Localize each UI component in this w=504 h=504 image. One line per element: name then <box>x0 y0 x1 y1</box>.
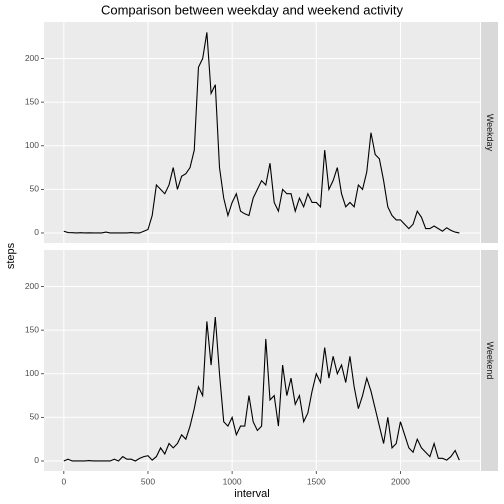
x-tick-label: 1500 <box>307 476 326 486</box>
facet-label: Weekend <box>485 342 495 380</box>
data-line <box>63 32 460 234</box>
y-tick-label: 100 <box>25 368 39 378</box>
y-tick-label: 200 <box>25 281 39 291</box>
panel-background <box>44 22 480 243</box>
y-tick-label: 150 <box>25 324 39 334</box>
x-tick-label: 2000 <box>391 476 410 486</box>
y-tick-label: 0 <box>34 227 39 237</box>
data-line <box>63 317 460 462</box>
y-tick-label: 100 <box>25 140 39 150</box>
x-tick-label: 0 <box>61 476 66 486</box>
y-tick-label: 0 <box>34 455 39 465</box>
y-tick-label: 50 <box>30 412 40 422</box>
y-tick-label: 50 <box>30 184 40 194</box>
facet-strip <box>481 250 498 471</box>
facet-strip <box>481 22 498 243</box>
y-tick-label: 200 <box>25 53 39 63</box>
facet-label: Weekday <box>485 114 495 152</box>
x-tick-label: 1000 <box>223 476 242 486</box>
panel-background <box>44 250 480 471</box>
y-axis-title: steps <box>5 242 17 269</box>
x-axis-title: interval <box>234 488 269 500</box>
y-tick-label: 150 <box>25 96 39 106</box>
chart-title: Comparison between weekday and weekend a… <box>101 2 404 17</box>
x-tick-label: 500 <box>141 476 155 486</box>
